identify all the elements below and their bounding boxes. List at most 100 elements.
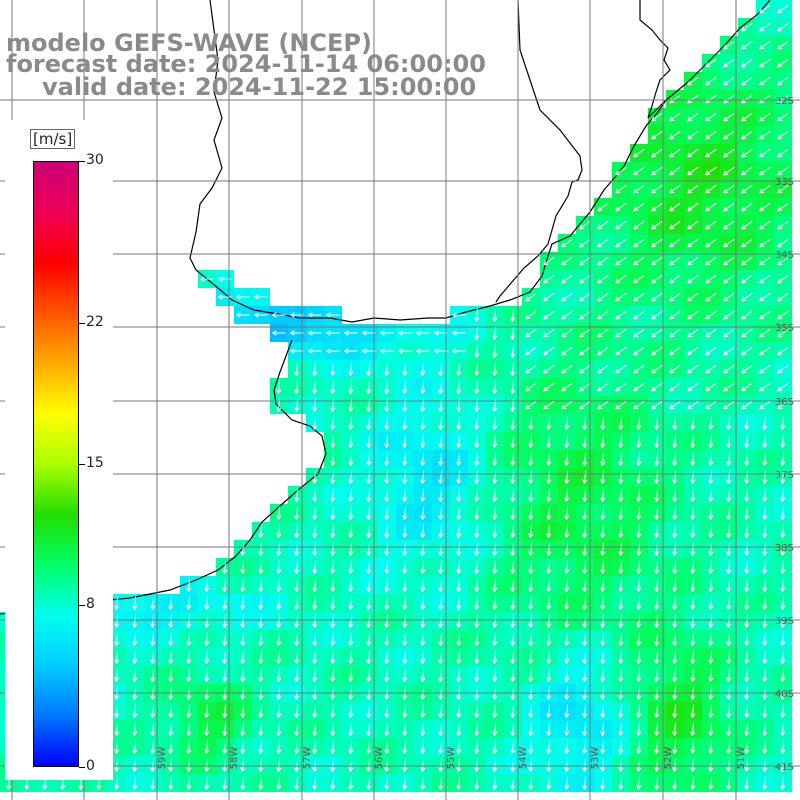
wind-arrow bbox=[777, 58, 789, 68]
colorbar-tick-mark bbox=[79, 161, 85, 162]
latitude-label: 37S bbox=[775, 470, 794, 481]
longitude-label: 52W bbox=[663, 747, 674, 770]
wind-arrow bbox=[705, 76, 717, 86]
wind-arrow bbox=[687, 94, 699, 104]
wind-arrow bbox=[741, 40, 753, 50]
wind-arrow bbox=[723, 76, 735, 86]
wind-arrow bbox=[705, 130, 717, 140]
wind-arrow bbox=[615, 166, 627, 176]
wind-arrow bbox=[759, 184, 771, 194]
wind-arrow bbox=[777, 148, 789, 158]
wind-arrow bbox=[741, 184, 753, 194]
wind-arrow bbox=[687, 148, 699, 158]
longitude-label: 51W bbox=[736, 747, 747, 770]
wind-arrow bbox=[777, 40, 789, 50]
wind-arrow bbox=[741, 58, 753, 68]
latitude-label: 41S bbox=[775, 762, 794, 773]
wind-arrow bbox=[777, 112, 789, 122]
colorbar-tick-label: 30 bbox=[86, 152, 104, 168]
wind-arrow bbox=[687, 184, 699, 194]
longitude-label: 54W bbox=[518, 747, 529, 770]
latitude-label: 33S bbox=[775, 177, 794, 188]
wind-arrow bbox=[669, 148, 681, 158]
wind-arrow bbox=[651, 184, 663, 194]
title-valid-date: valid date: 2024-11-22 15:00:00 bbox=[42, 73, 477, 101]
wind-arrow bbox=[759, 112, 771, 122]
wind-arrow bbox=[723, 184, 735, 194]
wind-arrow bbox=[723, 40, 735, 50]
latitude-label: 35S bbox=[775, 323, 794, 334]
wind-arrow bbox=[687, 130, 699, 140]
wind-arrow bbox=[669, 166, 681, 176]
wind-arrow bbox=[759, 40, 771, 50]
wind-arrow bbox=[741, 112, 753, 122]
longitude-label: 58W bbox=[229, 747, 240, 770]
wind-arrow bbox=[615, 184, 627, 194]
longitude-label: 56W bbox=[374, 747, 385, 770]
wind-arrow bbox=[705, 94, 717, 104]
wind-arrow bbox=[759, 130, 771, 140]
wind-arrow bbox=[633, 184, 645, 194]
latitude-label: 39S bbox=[775, 616, 794, 627]
wind-arrow bbox=[669, 94, 681, 104]
wind-arrow bbox=[759, 76, 771, 86]
colorbar-tick-mark bbox=[79, 767, 85, 768]
wind-arrow bbox=[651, 112, 663, 122]
wind-arrow bbox=[759, 166, 771, 176]
wind-arrow bbox=[777, 184, 789, 194]
wind-arrow bbox=[669, 112, 681, 122]
latitude-label: 38S bbox=[775, 543, 794, 554]
wind-arrow bbox=[705, 58, 717, 68]
wind-arrow bbox=[615, 202, 627, 212]
wind-arrow bbox=[777, 166, 789, 176]
wind-arrow bbox=[741, 22, 753, 32]
wind-arrow bbox=[723, 166, 735, 176]
wind-arrow bbox=[633, 148, 645, 158]
colorbar-tick-mark bbox=[79, 323, 85, 324]
wind-arrow bbox=[651, 166, 663, 176]
wind-arrow bbox=[759, 58, 771, 68]
wind-arrow bbox=[759, 94, 771, 104]
longitude-label: 59W bbox=[157, 747, 168, 770]
wind-arrow bbox=[705, 112, 717, 122]
wind-arrow bbox=[723, 112, 735, 122]
wind-arrow bbox=[669, 184, 681, 194]
wind-arrow bbox=[741, 94, 753, 104]
wind-arrow bbox=[651, 130, 663, 140]
wind-arrow bbox=[777, 94, 789, 104]
wind-arrow bbox=[723, 148, 735, 158]
wind-arrow bbox=[687, 76, 699, 86]
wind-arrow bbox=[759, 148, 771, 158]
wind-arrow bbox=[597, 202, 609, 212]
longitude-label: 57W bbox=[302, 747, 313, 770]
wind-arrow bbox=[705, 184, 717, 194]
latitude-label: 36S bbox=[775, 397, 794, 408]
wind-arrow bbox=[759, 4, 771, 14]
latitude-label: 32S bbox=[775, 96, 794, 107]
wind-arrow bbox=[777, 22, 789, 32]
longitude-label: 53W bbox=[590, 747, 601, 770]
colorbar-tick-label: 0 bbox=[86, 758, 95, 774]
wind-arrow bbox=[651, 148, 663, 158]
colorbar bbox=[33, 161, 79, 767]
wind-arrow bbox=[723, 130, 735, 140]
wind-arrow bbox=[741, 166, 753, 176]
wind-arrow bbox=[777, 76, 789, 86]
wind-arrow bbox=[741, 76, 753, 86]
wind-arrow bbox=[633, 166, 645, 176]
colorbar-unit: [m/s] bbox=[30, 129, 76, 149]
longitude-label: 55W bbox=[446, 747, 457, 770]
wind-arrow bbox=[741, 130, 753, 140]
wind-arrow bbox=[741, 148, 753, 158]
latitude-label: 34S bbox=[775, 250, 794, 261]
wind-arrow bbox=[705, 166, 717, 176]
wind-arrow bbox=[777, 4, 789, 14]
latitude-label: 40S bbox=[775, 689, 794, 700]
wind-arrow bbox=[687, 112, 699, 122]
wind-arrow bbox=[777, 130, 789, 140]
wind-arrow bbox=[669, 130, 681, 140]
wind-arrow bbox=[759, 22, 771, 32]
